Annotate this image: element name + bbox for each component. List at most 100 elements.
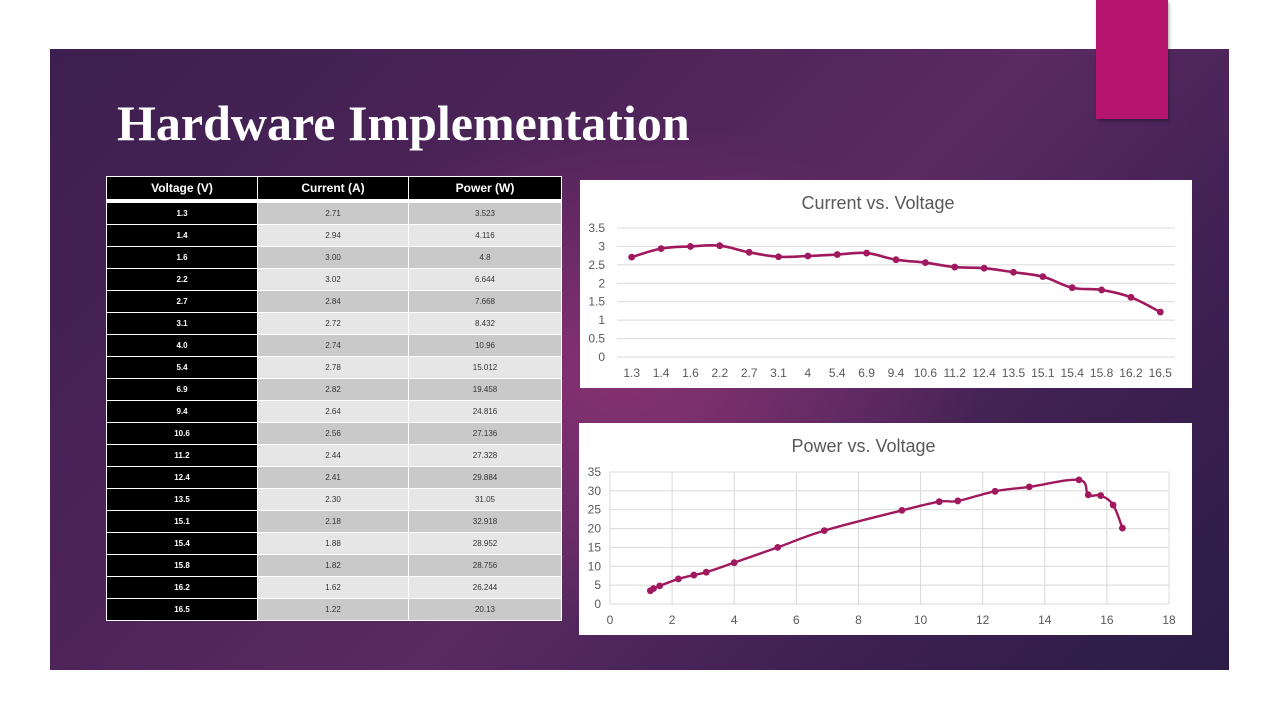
power-chart-svg: Power vs. Voltage 0 5 10 15 20 25 30 35 0 2 4 6 8 10 12… [588, 436, 1176, 627]
power-cell: 15.012 [408, 356, 562, 379]
y-tick-label: 5 [594, 578, 601, 592]
header-voltage: Voltage (V) [106, 176, 258, 203]
table-row: 2.2 3.02 6.644 [106, 268, 562, 291]
current-cell: 3.02 [257, 268, 409, 291]
x-tick-label: 2.7 [741, 366, 758, 380]
x-tick-label: 2 [669, 613, 676, 627]
current-cell: 2.18 [257, 510, 409, 533]
data-point [1098, 286, 1105, 294]
y-tick-label: 3.5 [588, 221, 605, 235]
data-point [687, 243, 694, 250]
data-point [1068, 284, 1076, 292]
x-tick-label: 4 [731, 613, 738, 627]
voltage-cell: 1.4 [106, 224, 258, 247]
table-row: 1.4 2.94 4.116 [106, 224, 562, 247]
x-tick-label: 15.1 [1031, 366, 1055, 380]
voltage-cell: 4.0 [106, 334, 258, 357]
x-tick-label: 1.3 [623, 366, 640, 380]
data-point [702, 568, 710, 576]
x-tick-label: 15.8 [1090, 366, 1114, 380]
power-cell: 3.523 [408, 200, 562, 225]
data-point [1075, 476, 1083, 484]
y-tick-label: 0 [598, 350, 605, 364]
data-point [1025, 483, 1033, 491]
current-cell: 2.84 [257, 290, 409, 313]
current-cell: 3.00 [257, 246, 409, 269]
data-point [892, 256, 900, 264]
data-point [656, 582, 664, 590]
voltage-cell: 10.6 [106, 422, 258, 445]
power-cell: 19.458 [408, 378, 562, 401]
data-point [1039, 273, 1047, 281]
x-tick-label: 5.4 [829, 366, 846, 380]
table-row: 12.4 2.41 29.884 [106, 466, 562, 489]
voltage-cell: 16.2 [106, 576, 258, 599]
power-cell: 6.644 [408, 268, 562, 291]
table-header-row: Voltage (V) Current (A) Power (W) [106, 176, 562, 203]
x-tick-label: 18 [1162, 613, 1176, 627]
y-tick-label: 3 [598, 239, 605, 253]
data-point [775, 253, 782, 261]
power-vs-voltage-chart: Power vs. Voltage 0 5 10 15 20 25 30 35 0 2 4 6 8 10 12… [579, 423, 1192, 635]
data-point [991, 487, 999, 495]
x-tick-label: 12.4 [972, 366, 996, 380]
x-tick-label: 10.6 [914, 366, 938, 380]
power-cell: 27.136 [408, 422, 562, 445]
voltage-cell: 9.4 [106, 400, 258, 423]
data-point [650, 585, 657, 592]
slide-title: Hardware Implementation [117, 95, 690, 151]
voltage-cell: 11.2 [106, 444, 258, 467]
table-row: 10.6 2.56 27.136 [106, 422, 562, 445]
power-cell: 27.328 [408, 444, 562, 467]
y-tick-label: 20 [588, 522, 602, 536]
current-cell: 2.44 [257, 444, 409, 467]
y-tick-label: 30 [588, 484, 602, 498]
current-cell: 2.78 [257, 356, 409, 379]
power-cell: 24.816 [408, 400, 562, 423]
header-power: Power (W) [408, 176, 562, 203]
current-cell: 2.56 [257, 422, 409, 445]
x-tick-label: 2.2 [711, 366, 728, 380]
x-tick-label: 12 [976, 613, 990, 627]
x-tick-label: 0 [607, 613, 614, 627]
power-cell: 4.8 [408, 246, 562, 269]
table-row: 2.7 2.84 7.668 [106, 290, 562, 313]
table-row: 16.5 1.22 20.13 [106, 598, 562, 621]
power-cell: 28.952 [408, 532, 562, 555]
data-point [833, 251, 841, 258]
table-row: 4.0 2.74 10.96 [106, 334, 562, 357]
data-point [1084, 491, 1092, 499]
data-point [935, 498, 943, 506]
table-row: 15.8 1.82 28.756 [106, 554, 562, 577]
table-row: 13.5 2.30 31.05 [106, 488, 562, 511]
y-tick-label: 25 [588, 503, 602, 517]
voltage-cell: 12.4 [106, 466, 258, 489]
data-point [1097, 492, 1105, 499]
y-tick-label: 1.5 [588, 295, 605, 309]
y-tick-label: 1 [598, 313, 605, 327]
table-row: 6.9 2.82 19.458 [106, 378, 562, 401]
table-row: 15.1 2.18 32.918 [106, 510, 562, 533]
table-row: 1.3 2.71 3.523 [106, 200, 562, 225]
table-row: 15.4 1.88 28.952 [106, 532, 562, 555]
data-point [1119, 524, 1126, 532]
data-point [774, 543, 782, 551]
data-point [657, 245, 665, 253]
x-tick-label: 6 [793, 613, 800, 627]
table-body: 1.3 2.71 3.523 1.4 2.94 4.116 1.6 3.00 4.8 2.2 3.0… [106, 200, 562, 621]
y-tick-label: 2 [598, 276, 605, 290]
data-point [1127, 293, 1135, 301]
x-tick-label: 16 [1100, 613, 1114, 627]
current-cell: 2.64 [257, 400, 409, 423]
power-cell: 31.05 [408, 488, 562, 511]
data-point [716, 242, 724, 250]
voltage-cell: 5.4 [106, 356, 258, 379]
voltage-cell: 16.5 [106, 598, 258, 621]
x-tick-label: 1.6 [682, 366, 699, 380]
y-tick-label: 35 [588, 465, 602, 479]
power-cell: 10.96 [408, 334, 562, 357]
data-point [898, 507, 906, 514]
data-point [690, 571, 698, 579]
voltage-cell: 2.7 [106, 290, 258, 313]
table-row: 3.1 2.72 8.432 [106, 312, 562, 335]
